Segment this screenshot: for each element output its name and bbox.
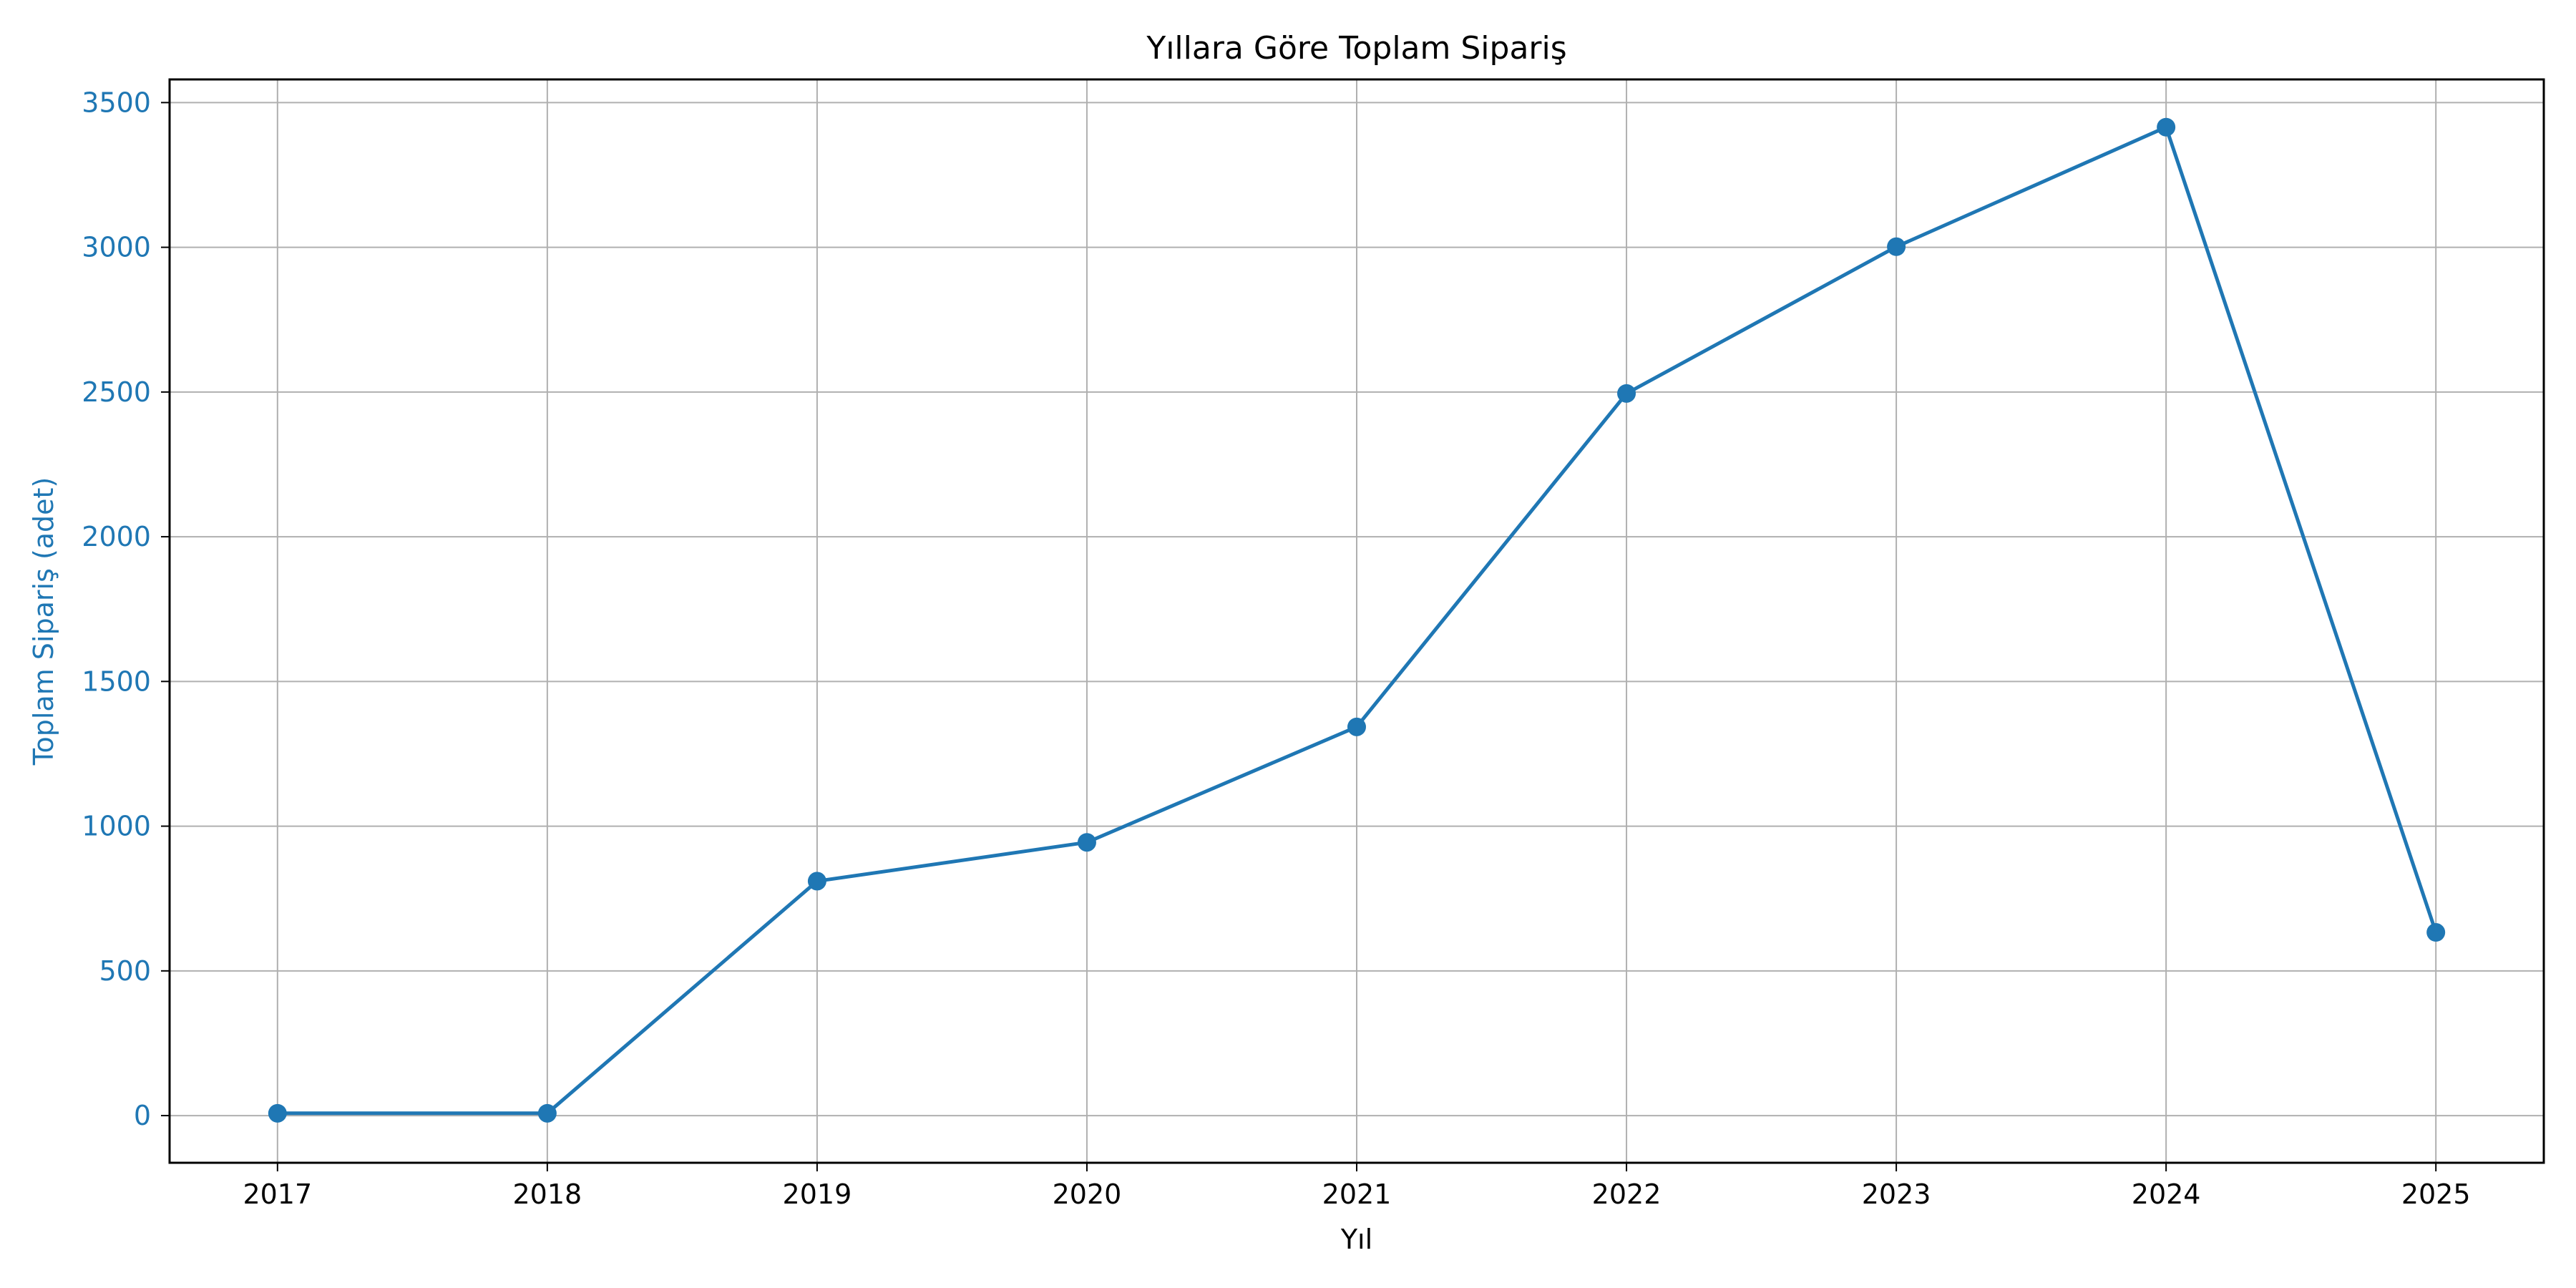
data-point-2020 [1077,833,1096,852]
y-tick-label: 0 [134,1100,151,1131]
x-tick-label: 2019 [783,1179,852,1210]
y-tick-label: 1500 [82,665,151,697]
x-axis-label: Yıl [1340,1224,1372,1255]
chart-title: Yıllara Göre Toplam Sipariş [1146,30,1566,67]
x-tick-label: 2022 [1592,1179,1662,1210]
y-tick-label: 2000 [82,521,151,552]
data-point-2024 [2157,117,2176,137]
data-point-2018 [537,1103,557,1123]
y-tick-label: 2500 [82,376,151,408]
series-layer [268,117,2446,1123]
x-tick-label: 2024 [2132,1179,2201,1210]
y-tick-label: 1000 [82,811,151,842]
data-point-2025 [2426,923,2446,942]
x-tick-label: 2023 [1862,1179,1931,1210]
data-point-2017 [268,1103,287,1123]
data-point-2022 [1617,384,1636,403]
x-tick-label: 2020 [1053,1179,1122,1210]
x-tick-label: 2025 [2401,1179,2471,1210]
data-point-2019 [807,872,826,891]
plot-area-frame [168,78,2545,1164]
tick-layer: 2017 2018 2019 2020 2021 2022 2023 2024 2025 0 500… [82,87,2470,1210]
x-tick-label: 2018 [513,1179,582,1210]
data-point-2021 [1347,717,1366,736]
y-tick-label: 3500 [82,87,151,118]
x-tick-label: 2017 [243,1179,312,1210]
y-axis-label: Toplam Sipariş (adet) [28,477,59,766]
y-tick-label: 3000 [82,232,151,263]
grid-layer [170,79,2544,1163]
y-tick-label: 500 [99,955,151,987]
data-point-2023 [1887,237,1906,256]
x-tick-label: 2021 [1322,1179,1392,1210]
